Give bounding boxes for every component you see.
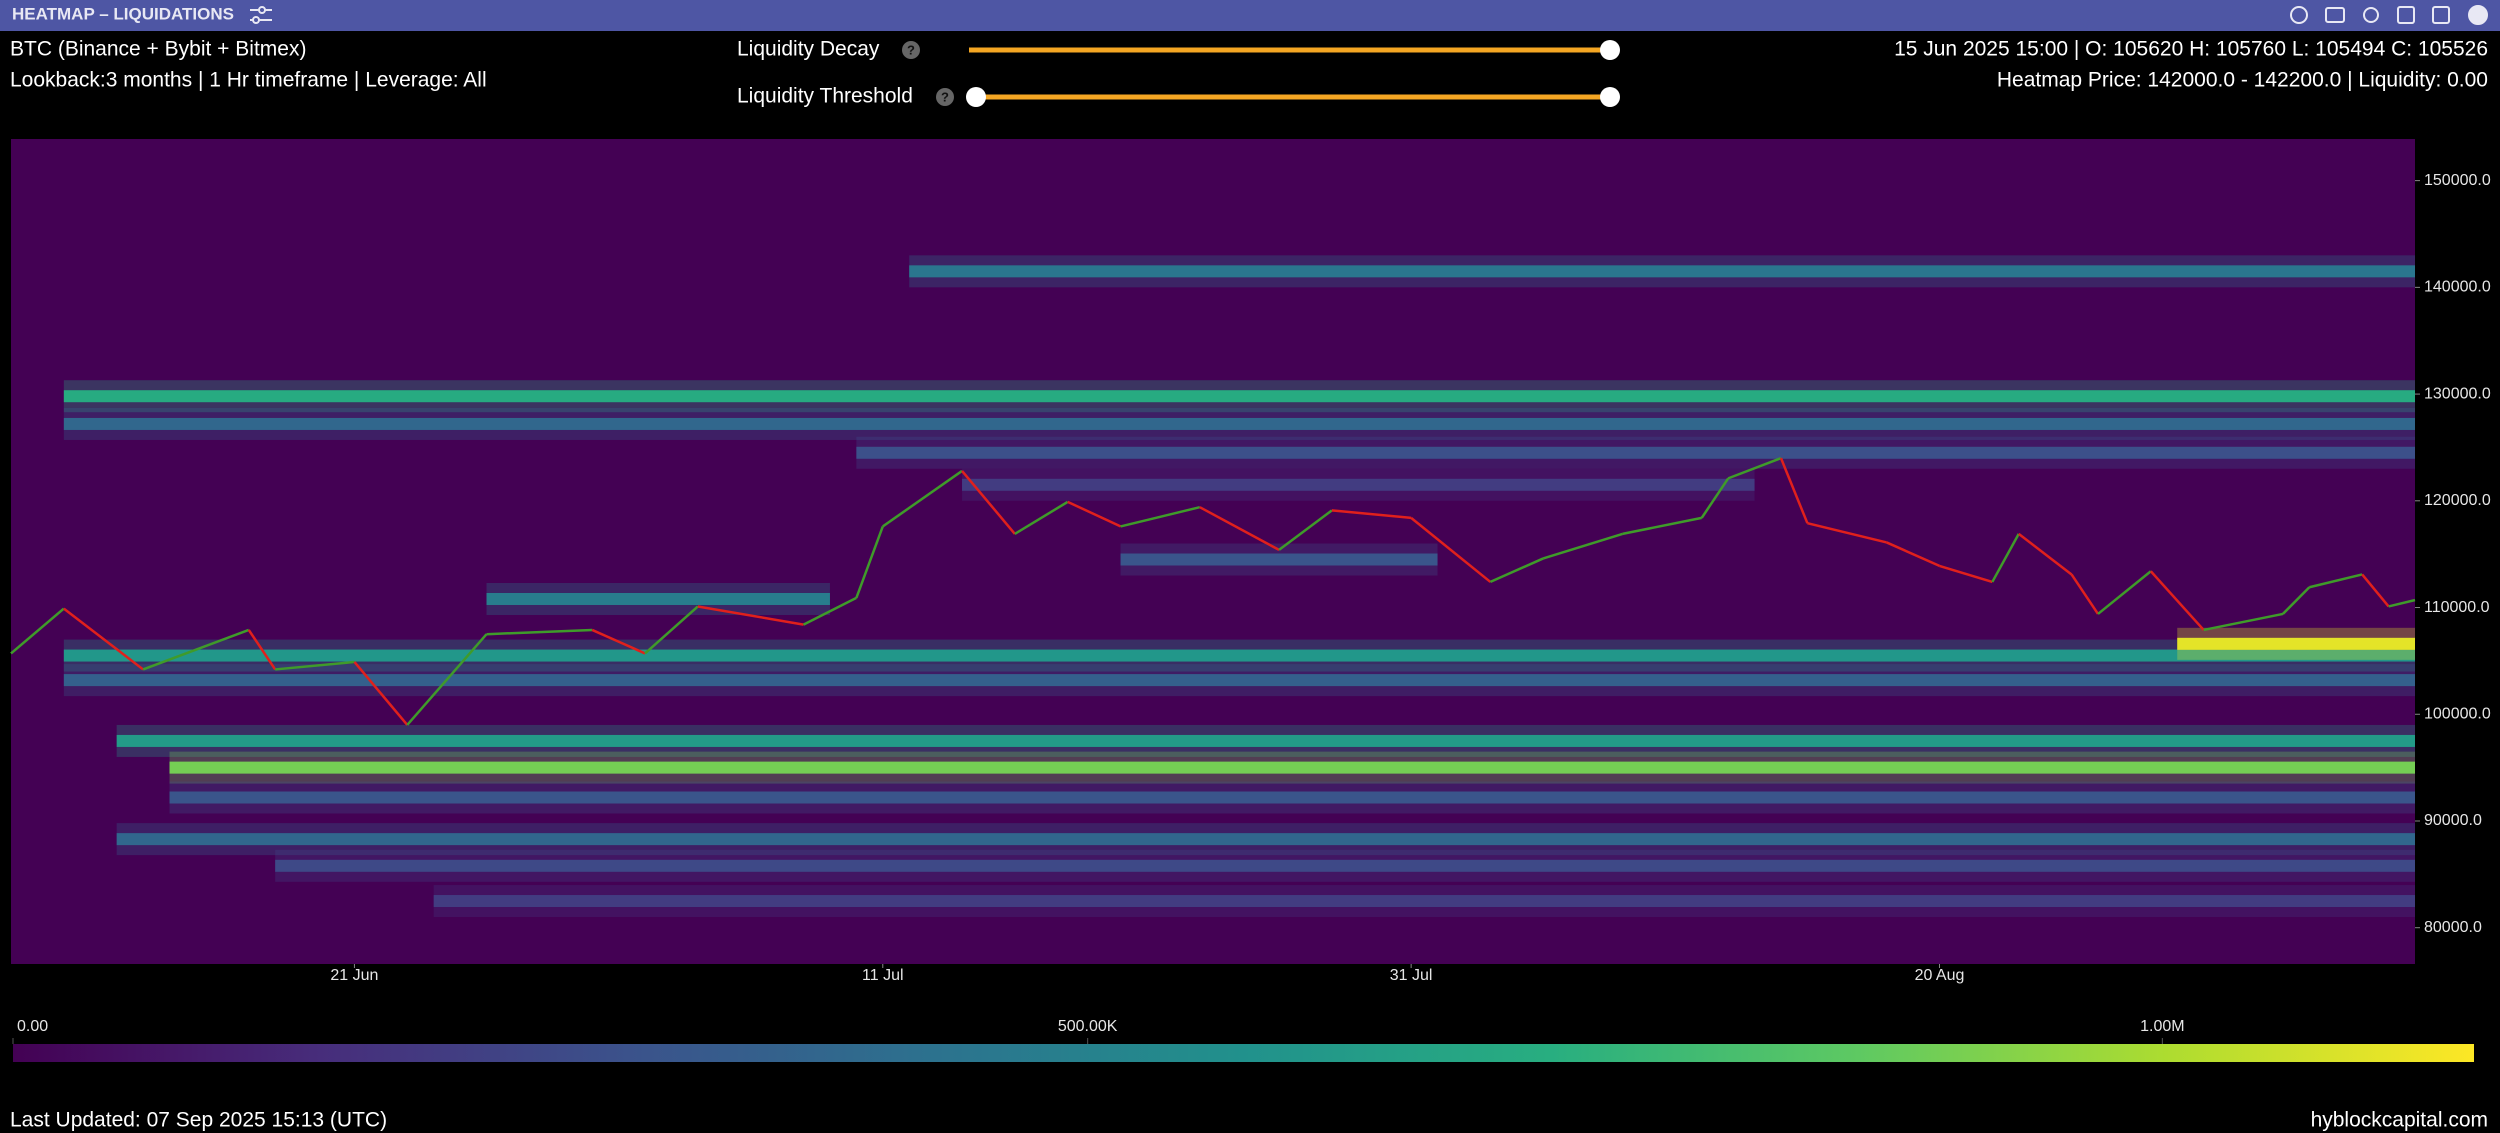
price-segment	[644, 605, 699, 655]
y-tick-label: 140000.0	[2424, 279, 2491, 296]
price-segment	[142, 628, 250, 671]
price-segment	[2017, 532, 2073, 576]
price-segment	[247, 629, 277, 671]
liquidity-band	[275, 859, 2416, 872]
price-segment	[486, 628, 593, 636]
price-segment	[1331, 509, 1412, 520]
help-text: ?	[907, 42, 915, 57]
title-bar	[0, 0, 2500, 31]
price-segment	[406, 633, 488, 726]
threshold-label: Liquidity Threshold	[737, 85, 913, 108]
price-segment	[275, 660, 355, 671]
price-segment	[2097, 570, 2152, 615]
colorbar-label: 1.00M	[2140, 1018, 2184, 1035]
price-segment	[353, 661, 409, 726]
site-label: hyblockcapital.com	[2311, 1109, 2488, 1132]
heatmap-plot	[10, 139, 2416, 964]
liquidity-band	[169, 761, 2416, 774]
price-segment	[2070, 573, 2100, 615]
save-icon[interactable]	[2397, 6, 2415, 24]
liquidity-band	[169, 791, 2416, 804]
refresh-icon[interactable]	[2290, 6, 2308, 24]
price-segment	[1991, 533, 2020, 583]
price-segment	[855, 525, 884, 599]
price-segment	[882, 469, 963, 528]
liquidity-band	[1120, 553, 1438, 566]
threshold-handle[interactable]	[1600, 87, 1620, 107]
last-updated: Last Updated: 07 Sep 2025 15:13 (UTC)	[10, 1109, 387, 1132]
price-segment	[961, 470, 1016, 535]
price-segment	[2361, 573, 2390, 608]
price-segment	[1886, 541, 1940, 568]
settings-icon[interactable]	[250, 6, 272, 24]
y-tick-label: 90000.0	[2424, 812, 2482, 829]
liquidity-band	[63, 390, 2415, 403]
liquidity-band	[63, 649, 2415, 662]
price-segment	[2203, 612, 2284, 632]
price-segment	[1410, 516, 1492, 583]
y-tick-label: 130000.0	[2424, 385, 2491, 402]
settings-label: Lookback:3 months | 1 Hr timeframe | Lev…	[10, 69, 487, 92]
price-segment	[2149, 570, 2205, 631]
price-segment	[10, 607, 65, 655]
camera-icon[interactable]	[2325, 7, 2345, 23]
price-segment	[1199, 506, 1280, 551]
price-segment	[1120, 505, 1201, 528]
liquidity-band	[962, 478, 1755, 491]
price-segment	[63, 607, 144, 671]
y-tick-label: 150000.0	[2424, 172, 2491, 189]
liquidity-band	[2177, 637, 2415, 650]
liquidity-band	[116, 734, 2415, 747]
price-segment	[802, 596, 857, 626]
liquidity-band	[116, 833, 2415, 846]
liquidity-band	[63, 674, 2415, 687]
decay-handle[interactable]	[1600, 40, 1620, 60]
help-text: ?	[941, 89, 949, 104]
price-segment	[1278, 509, 1333, 551]
gear-icon[interactable]	[2363, 7, 2379, 23]
ohlc-label: 15 Jun 2025 15:00 | O: 105620 H: 105760 …	[1894, 38, 2488, 61]
price-segment	[2282, 586, 2311, 615]
heatmap-info: Heatmap Price: 142000.0 - 142200.0 | Liq…	[1997, 69, 2488, 92]
x-tick-label: 11 Jul	[862, 967, 904, 984]
y-tick-label: 100000.0	[2424, 705, 2491, 722]
liquidity-band	[63, 417, 2415, 430]
price-segment	[591, 628, 646, 655]
y-tick-label: 80000.0	[2424, 919, 2482, 936]
price-segment	[1489, 557, 1544, 584]
price-segment	[1727, 456, 1782, 480]
colorbar-label: 0.00	[17, 1018, 48, 1035]
window-title: HEATMAP – LIQUIDATIONS	[12, 4, 234, 23]
liquidity-band	[486, 592, 830, 605]
export-icon[interactable]	[2432, 6, 2450, 24]
liquidity-band	[909, 265, 2416, 278]
price-segment	[1779, 457, 1809, 524]
liquidity-band	[856, 446, 2416, 459]
help-icon[interactable]	[902, 41, 920, 59]
liquidity-band	[433, 895, 2416, 908]
x-tick-label: 21 Jun	[330, 967, 378, 984]
price-segment	[697, 605, 804, 626]
x-tick-label: 31 Jul	[1390, 967, 1433, 984]
y-tick-label: 110000.0	[2424, 599, 2490, 616]
threshold-handle[interactable]	[966, 87, 986, 107]
price-segment	[2388, 598, 2416, 608]
price-segment	[1622, 516, 1702, 536]
close-icon[interactable]	[2468, 5, 2488, 25]
price-segment	[1067, 500, 1122, 528]
decay-label: Liquidity Decay	[737, 38, 880, 61]
price-segment	[1807, 522, 1887, 544]
colorbar	[13, 1044, 2474, 1062]
price-segment	[1542, 532, 1623, 560]
price-segment	[1014, 500, 1069, 535]
colorbar-label: 500.00K	[1058, 1018, 1118, 1035]
price-segment	[2309, 573, 2363, 589]
price-segment	[1939, 564, 1993, 584]
asset-label: BTC (Binance + Bybit + Bitmex)	[10, 38, 306, 61]
x-tick-label: 20 Aug	[1915, 967, 1965, 984]
price-segment	[1700, 477, 1730, 519]
help-icon[interactable]	[936, 88, 954, 106]
y-tick-label: 120000.0	[2424, 492, 2491, 509]
